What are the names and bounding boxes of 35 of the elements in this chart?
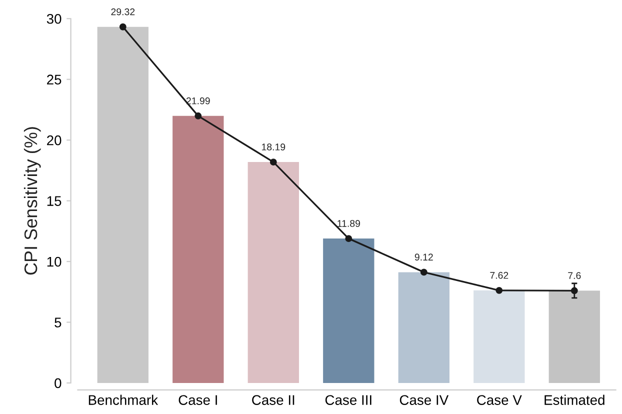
x-tick-label: Case I: [178, 395, 217, 405]
data-label: 18.19: [262, 144, 286, 150]
x-tick-label: Case II: [252, 395, 294, 405]
y-tick-label: 0: [54, 378, 62, 388]
point: [420, 268, 428, 276]
data-label: 7.6: [568, 272, 581, 280]
data-label: 29.32: [111, 8, 135, 16]
data-label: 9.12: [414, 254, 433, 261]
bar: [398, 272, 450, 383]
bar: [97, 26, 148, 383]
y-tick-label: 15: [47, 196, 62, 206]
y-tick-label: 20: [47, 135, 62, 146]
y-tick-label: 10: [47, 256, 62, 267]
x-tick-label: Case III: [325, 395, 372, 405]
x-tick-label: Benchmark: [88, 394, 158, 405]
bar: [248, 162, 299, 383]
bar: [548, 290, 600, 383]
point: [496, 286, 503, 294]
point: [270, 158, 277, 166]
x-tick-label: Estimated: [544, 394, 604, 405]
data-label: 11.89: [338, 220, 360, 227]
point: [345, 235, 352, 242]
data-label: 7.62: [490, 272, 508, 279]
point: [194, 112, 202, 120]
y-tick-label: 30: [46, 14, 62, 24]
data-label: 21.99: [186, 97, 210, 104]
y-tick-label: 25: [47, 74, 62, 85]
x-tick-label: Case IV: [400, 395, 449, 405]
bar: [323, 238, 374, 383]
y-tick-label: 5: [54, 318, 62, 328]
point: [119, 23, 126, 30]
y-axis-title: CPI Sensitivity (%): [24, 127, 41, 275]
bar: [172, 116, 224, 383]
bar: [474, 290, 525, 383]
x-tick-label: Case V: [477, 395, 522, 405]
